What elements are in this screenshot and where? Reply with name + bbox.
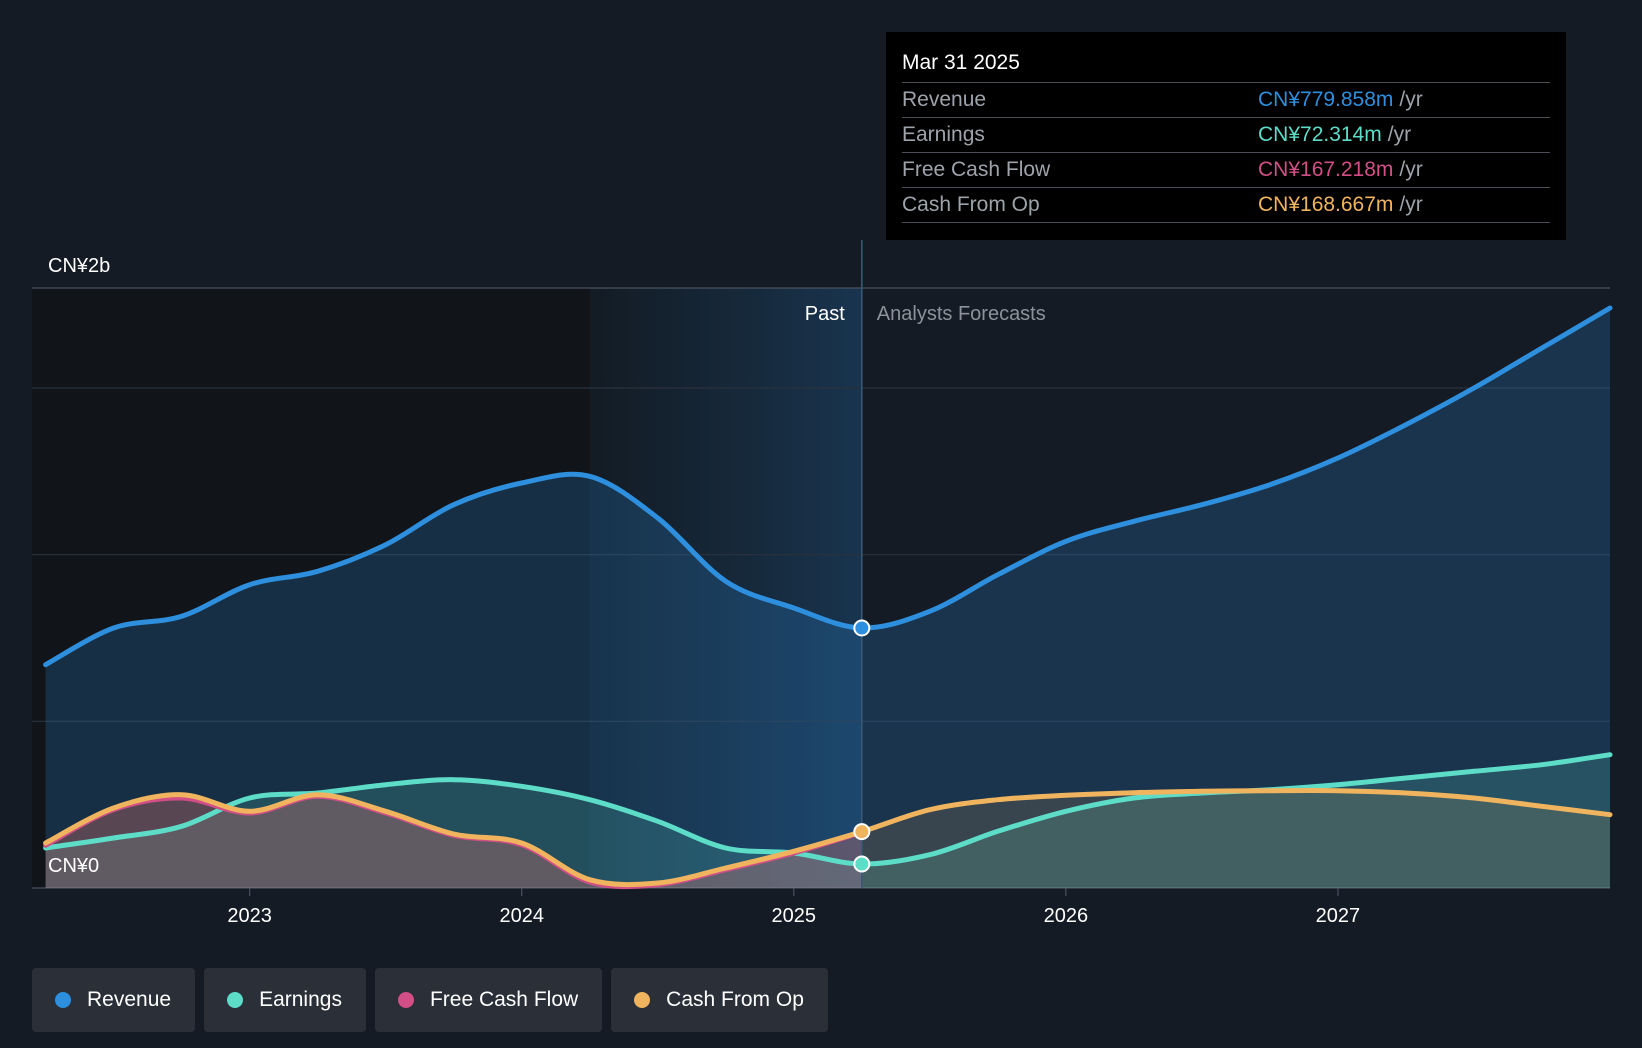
tooltip-unit: /yr	[1387, 123, 1412, 146]
legend-label: Cash From Op	[666, 988, 804, 1011]
tooltip-row-cash-from-op: Cash From Op CN¥168.667m /yr	[902, 187, 1550, 223]
tooltip-series-name: Revenue	[902, 88, 987, 111]
tooltip-series-value: CN¥167.218m	[1258, 158, 1394, 181]
tooltip-unit: /yr	[1399, 158, 1423, 181]
line-revenue	[43, 305, 1613, 668]
area-earnings	[45, 754, 1611, 888]
tooltip: Mar 31 2025 Revenue CN¥779.858m /yr Earn…	[886, 32, 1566, 240]
hover-markers	[853, 619, 871, 873]
y-axis-bottom-label: CN¥0	[48, 855, 99, 877]
tooltip-unit: /yr	[1399, 88, 1423, 111]
tooltip-row-revenue: Revenue CN¥779.858m /yr	[902, 82, 1550, 117]
tooltip-series-value: CN¥168.667m	[1258, 193, 1394, 216]
area-cash-from-op	[45, 790, 1611, 888]
legend: Revenue Earnings Free Cash Flow Cash Fro…	[32, 968, 828, 1032]
tooltip-series-name: Cash From Op	[902, 193, 1040, 216]
legend-label: Free Cash Flow	[429, 988, 579, 1011]
legend-item-cash-from-op[interactable]: Cash From Op	[611, 968, 828, 1032]
x-tick-label-2023: 2023	[227, 905, 272, 927]
area-free-cash-flow	[45, 796, 862, 888]
marker-cash-from-op	[853, 823, 871, 841]
tooltip-series-name: Free Cash Flow	[902, 158, 1051, 181]
legend-item-earnings[interactable]: Earnings	[204, 968, 366, 1032]
series-lines	[43, 305, 1613, 890]
x-tick-label-2024: 2024	[499, 905, 544, 927]
tooltip-unit: /yr	[1399, 193, 1423, 216]
x-tick-label-2027: 2027	[1316, 905, 1361, 927]
past-label: Past	[805, 303, 845, 325]
legend-dot-icon	[227, 992, 244, 1008]
tooltip-series-value: CN¥72.314m	[1258, 123, 1382, 146]
tooltip-series-value: CN¥779.858m	[1258, 88, 1394, 111]
legend-dot-icon	[55, 992, 71, 1008]
marker-revenue	[853, 619, 871, 637]
legend-dot-icon	[397, 992, 414, 1008]
y-axis-top-label: CN¥2b	[48, 255, 110, 277]
legend-item-free-cash-flow[interactable]: Free Cash Flow	[374, 968, 603, 1032]
tooltip-row-free-cash-flow: Free Cash Flow CN¥167.218m /yr	[902, 152, 1550, 187]
tooltip-row-earnings: Earnings CN¥72.314m /yr	[902, 117, 1550, 152]
legend-item-revenue[interactable]: Revenue	[32, 968, 196, 1032]
x-axis-ticks: 2023 2024 2025 2026 2027	[227, 888, 1360, 927]
legend-dot-icon	[634, 992, 651, 1008]
series-areas	[45, 308, 1611, 888]
area-revenue	[45, 308, 1611, 888]
line-cash-from-op	[43, 788, 1613, 888]
tooltip-series-name: Earnings	[902, 123, 985, 146]
x-tick-label-2025: 2025	[772, 905, 817, 927]
gridlines	[32, 287, 1610, 889]
forecast-label: Analysts Forecasts	[877, 303, 1046, 325]
tooltip-date: Mar 31 2025	[902, 51, 1020, 74]
marker-earnings	[853, 855, 871, 873]
x-tick-label-2026: 2026	[1044, 905, 1089, 927]
legend-label: Revenue	[87, 988, 172, 1011]
legend-label: Earnings	[259, 988, 342, 1011]
